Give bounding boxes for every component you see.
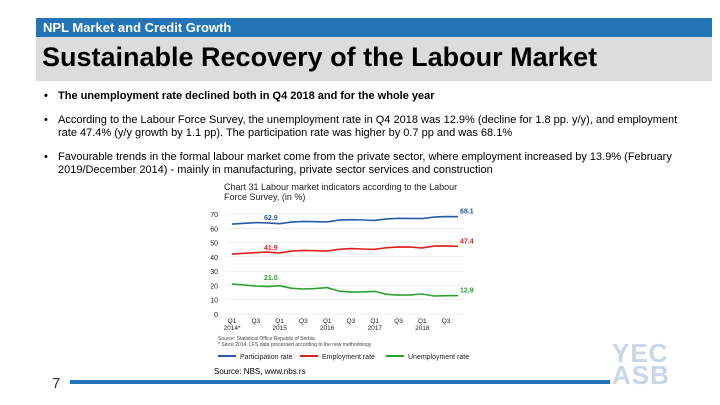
chart-note: * Since 2014, LFS data processed accordi…	[218, 342, 372, 348]
x-tick-label: Q1 2014*	[224, 318, 241, 332]
bullet-item: The unemployment rate declined both in Q…	[42, 90, 678, 103]
labour-market-chart: Chart 31 Labour market indicators accord…	[196, 178, 488, 368]
logo-text-bottom: ASB	[612, 360, 670, 390]
chart-note: Source: Statistical Office Republic of S…	[218, 336, 315, 342]
legend-label: Employment rate	[322, 354, 375, 361]
x-tick-label: Q3	[299, 318, 308, 325]
x-tick-label: Q3	[394, 318, 403, 325]
data-label: 68.1	[460, 209, 474, 216]
y-tick-label: 20	[210, 283, 218, 290]
y-tick-label: 0	[214, 312, 218, 319]
chart-canvas: Chart 31 Labour market indicators accord…	[210, 182, 474, 361]
participation-rate-line	[231, 215, 459, 225]
x-tick-label: Q1 2015	[272, 318, 287, 332]
x-tick-label: Q3	[442, 318, 451, 325]
data-label: 41.9	[264, 245, 278, 252]
data-label: 47.4	[460, 238, 474, 245]
bullet-item: According to the Labour Force Survey, th…	[42, 114, 678, 140]
footer-line	[70, 380, 610, 384]
x-tick-label: Q3	[347, 318, 356, 325]
source-note: Source: NBS, www.nbs.rs	[214, 367, 306, 376]
section-banner: NPL Market and Credit Growth	[36, 18, 712, 37]
x-tick-label: Q3	[251, 318, 260, 325]
data-label: 12.9	[460, 288, 474, 295]
data-label: 62.9	[264, 215, 278, 222]
y-tick-label: 70	[210, 212, 218, 219]
slide-title: Sustainable Recovery of the Labour Marke…	[42, 42, 598, 72]
bullet-list: The unemployment rate declined both in Q…	[42, 90, 678, 188]
unemployment-rate-line	[231, 283, 459, 297]
y-tick-label: 40	[210, 255, 218, 262]
x-tick-label: Q1 2016	[320, 318, 335, 332]
section-label: NPL Market and Credit Growth	[43, 20, 232, 35]
legend-label: Unemployment rate	[408, 354, 469, 361]
logo: YEC ASB	[608, 338, 686, 398]
legend-label: Participation rate	[240, 354, 293, 361]
bullet-item: Favourable trends in the formal labour m…	[42, 151, 678, 177]
y-tick-label: 30	[210, 269, 218, 276]
logo-text-top: YEC	[612, 338, 669, 368]
chart-title: Chart 31 Labour market indicators accord…	[224, 182, 460, 202]
y-tick-label: 10	[210, 298, 218, 305]
title-banner: Sustainable Recovery of the Labour Marke…	[36, 37, 712, 81]
y-tick-label: 60	[210, 226, 218, 233]
data-label: 21.0	[264, 275, 278, 282]
x-tick-label: Q1 2017	[368, 318, 383, 332]
x-tick-label: Q1 2018	[415, 318, 430, 332]
y-tick-label: 50	[210, 241, 218, 248]
page-number: 7	[52, 375, 61, 392]
employment-rate-line	[231, 245, 459, 255]
